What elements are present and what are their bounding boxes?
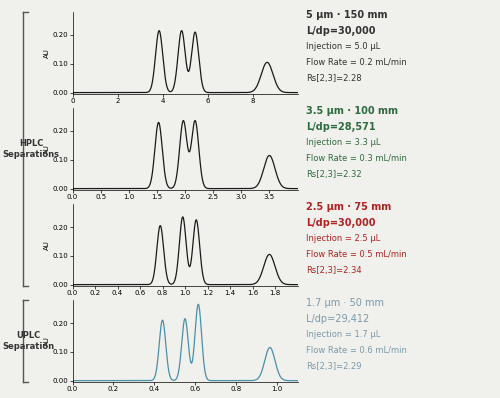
Text: Injection = 1.7 μL: Injection = 1.7 μL xyxy=(306,330,380,339)
Text: L/dp=28,571: L/dp=28,571 xyxy=(306,122,376,132)
Y-axis label: AU: AU xyxy=(44,240,50,250)
Text: Flow Rate = 0.3 mL/min: Flow Rate = 0.3 mL/min xyxy=(306,154,407,163)
Text: L/dp=30,000: L/dp=30,000 xyxy=(306,218,376,228)
Text: HPLC
Separations: HPLC Separations xyxy=(2,139,59,159)
Text: Flow Rate = 0.5 mL/min: Flow Rate = 0.5 mL/min xyxy=(306,250,407,259)
Text: Injection = 5.0 μL: Injection = 5.0 μL xyxy=(306,42,380,51)
Text: 5 μm · 150 mm: 5 μm · 150 mm xyxy=(306,10,388,20)
Text: Rs[2,3]=2.32: Rs[2,3]=2.32 xyxy=(306,170,362,179)
Y-axis label: AU: AU xyxy=(44,144,50,154)
Text: 3.5 μm · 100 mm: 3.5 μm · 100 mm xyxy=(306,106,398,116)
Text: Rs[2,3]=2.29: Rs[2,3]=2.29 xyxy=(306,362,362,371)
Text: Flow Rate = 0.6 mL/min: Flow Rate = 0.6 mL/min xyxy=(306,346,407,355)
Text: 10.0 min: 10.0 min xyxy=(254,112,298,122)
Text: Rs[2,3]=2.34: Rs[2,3]=2.34 xyxy=(306,266,362,275)
Text: Rs[2,3]=2.28: Rs[2,3]=2.28 xyxy=(306,74,362,83)
Text: Injection = 3.3 μL: Injection = 3.3 μL xyxy=(306,138,380,147)
Text: 2.5 μm · 75 mm: 2.5 μm · 75 mm xyxy=(306,202,391,212)
Y-axis label: AU: AU xyxy=(44,336,50,346)
Text: Injection = 2.5 μL: Injection = 2.5 μL xyxy=(306,234,380,243)
Text: 2.0 min: 2.0 min xyxy=(260,304,298,314)
Text: 4.0 min: 4.0 min xyxy=(260,208,298,218)
Text: Flow Rate = 0.2 mL/min: Flow Rate = 0.2 mL/min xyxy=(306,58,407,67)
Text: UPLC
Separation: UPLC Separation xyxy=(2,332,54,351)
Text: L/dp=30,000: L/dp=30,000 xyxy=(306,26,376,36)
Text: L/dp=29,412: L/dp=29,412 xyxy=(306,314,369,324)
Y-axis label: AU: AU xyxy=(44,48,50,58)
Text: 1.7 μm · 50 mm: 1.7 μm · 50 mm xyxy=(306,298,384,308)
